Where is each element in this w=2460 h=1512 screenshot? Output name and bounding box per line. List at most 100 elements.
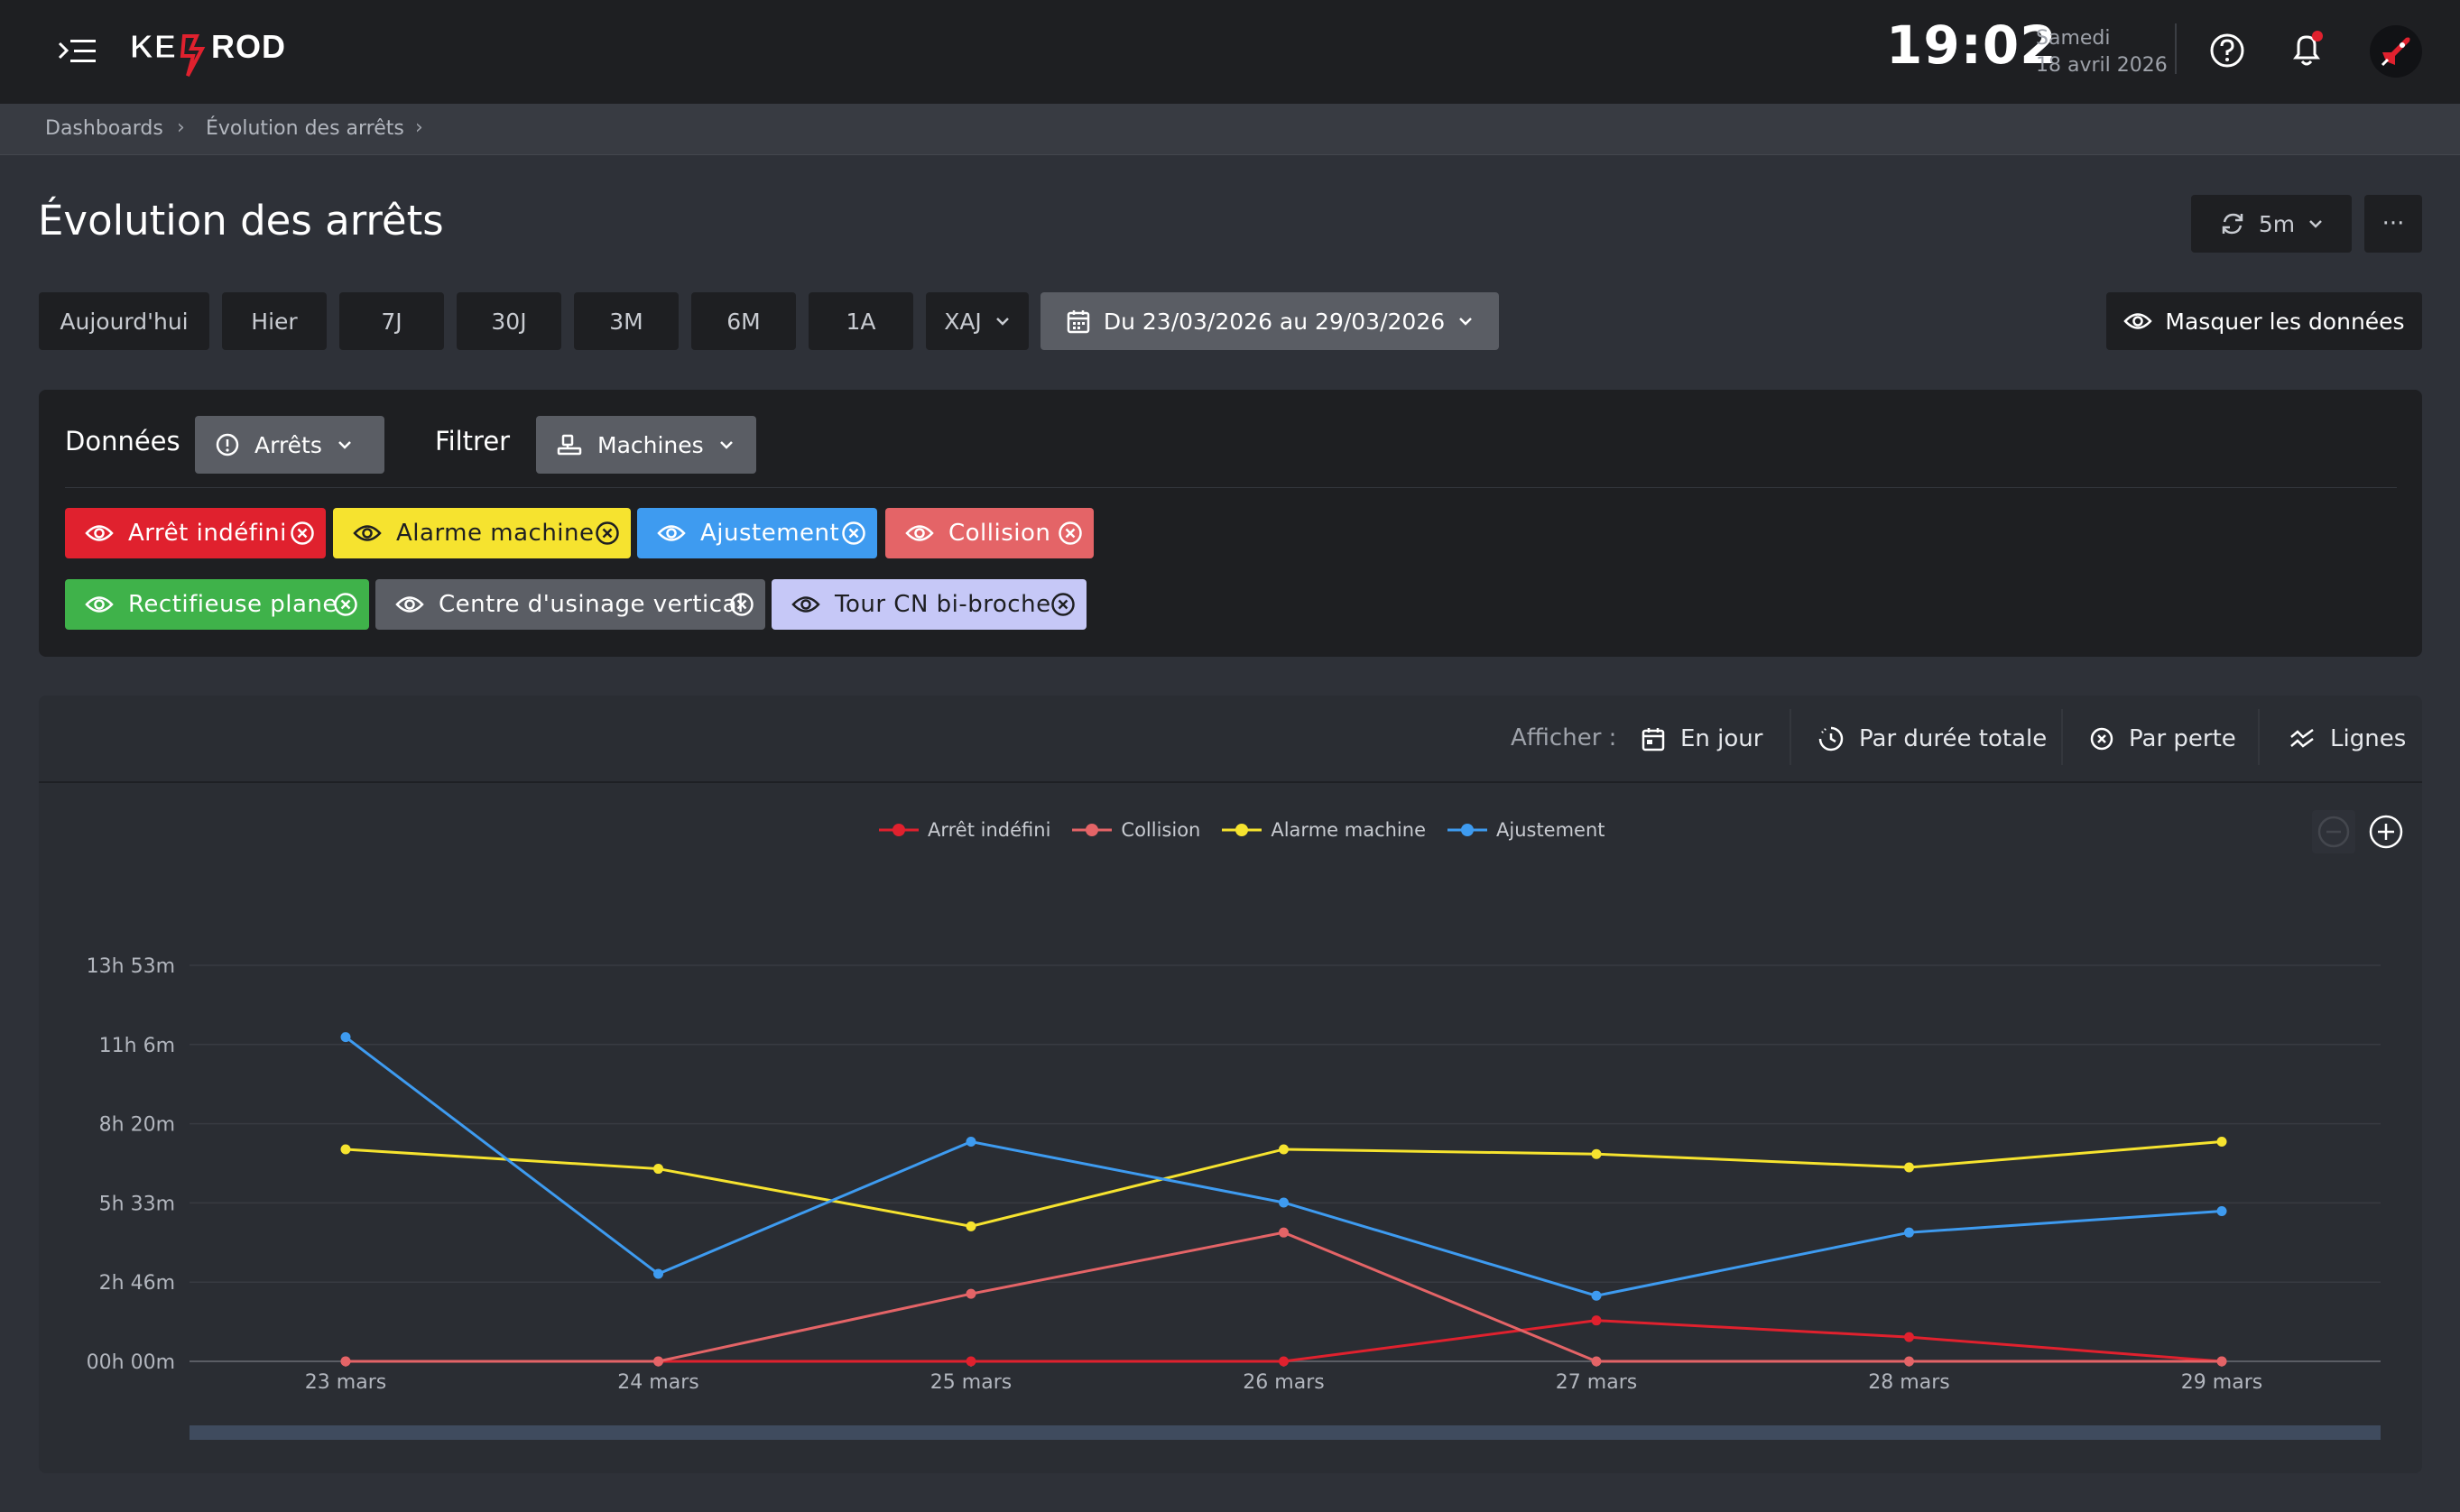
close-circle-icon[interactable]: [290, 521, 315, 546]
y-tick-label: 11h 6m: [99, 1035, 175, 1057]
data-select-value: Arrêts: [254, 431, 322, 458]
data-point: [340, 1032, 351, 1043]
data-point: [340, 1356, 351, 1367]
eye-icon: [2123, 313, 2153, 329]
chevron-down-icon: [1459, 318, 1473, 326]
date-range-button[interactable]: Du 23/03/2026 au 29/03/2026: [1040, 292, 1499, 350]
zoom-in-icon: [2369, 815, 2403, 849]
data-point: [1591, 1356, 1602, 1367]
period-yesterday-button[interactable]: Hier: [222, 292, 327, 350]
legend-item[interactable]: Ajustement: [1447, 819, 1605, 841]
period-xaj-label: XAJ: [944, 308, 982, 335]
legend-item[interactable]: Alarme machine: [1222, 819, 1426, 841]
close-circle-icon[interactable]: [595, 521, 620, 546]
breadcrumb-dashboards[interactable]: Dashboards: [45, 117, 163, 140]
zoom-in-button[interactable]: [2368, 814, 2404, 850]
data-point: [1591, 1148, 1602, 1159]
svg-text:KE: KE: [130, 28, 177, 65]
eye-icon[interactable]: [85, 523, 114, 543]
eye-icon[interactable]: [395, 595, 424, 614]
tag-alarme-machine[interactable]: Alarme machine: [333, 508, 631, 558]
tag-label: Centre d'usinage vertical: [439, 591, 744, 618]
hide-data-label: Masquer les données: [2165, 308, 2405, 335]
eye-icon[interactable]: [353, 523, 382, 543]
data-point: [1904, 1332, 1914, 1342]
x-tick-label: 26 mars: [1243, 1371, 1324, 1394]
period-today-button[interactable]: Aujourd'hui: [39, 292, 209, 350]
clock: 19:02: [1886, 14, 2058, 76]
filter-label: Filtrer: [435, 426, 511, 456]
eye-icon[interactable]: [905, 523, 934, 543]
close-circle-icon: [2090, 727, 2113, 751]
tag-arret-indefini[interactable]: Arrêt indéfini: [65, 508, 326, 558]
display-by-day-option[interactable]: En jour: [1641, 719, 1762, 759]
close-circle-icon[interactable]: [841, 521, 866, 546]
menu-toggle-icon[interactable]: [56, 34, 99, 70]
period-6m-button[interactable]: 6M: [691, 292, 796, 350]
data-point: [1279, 1356, 1289, 1367]
more-options-button[interactable]: ···: [2364, 195, 2422, 253]
notification-bell-icon[interactable]: [2289, 31, 2325, 69]
display-by-loss-option[interactable]: Par perte: [2089, 719, 2236, 759]
x-tick-label: 28 mars: [1868, 1371, 1949, 1394]
tag-rectifieuse-plane[interactable]: Rectifieuse plane: [65, 579, 369, 630]
tag-label: Arrêt indéfini: [128, 520, 287, 547]
help-icon[interactable]: [2209, 32, 2245, 69]
close-circle-icon[interactable]: [1058, 521, 1083, 546]
period-7j-button[interactable]: 7J: [339, 292, 444, 350]
calendar-icon: [1642, 728, 1665, 751]
zoom-out-button[interactable]: [2312, 810, 2355, 853]
tag-label: Ajustement: [700, 520, 840, 547]
breadcrumb: Dashboards › Évolution des arrêts ›: [0, 104, 2460, 155]
tag-ajustement[interactable]: Ajustement: [637, 508, 877, 558]
period-1a-button[interactable]: 1A: [809, 292, 913, 350]
date-text: 18 avril 2026: [2036, 54, 2168, 77]
tag-label: Tour CN bi-broche: [835, 591, 1051, 618]
eye-icon[interactable]: [657, 523, 686, 543]
data-point: [966, 1137, 976, 1148]
period-30j-button[interactable]: 30J: [457, 292, 561, 350]
machines-select-value: Machines: [597, 431, 704, 458]
option-divider: [1790, 709, 1791, 765]
tag-label: Alarme machine: [396, 520, 595, 547]
keyprod-logo[interactable]: KE ROD: [128, 25, 327, 85]
data-point: [966, 1356, 976, 1367]
close-circle-icon[interactable]: [729, 592, 754, 617]
legend-item[interactable]: Collision: [1072, 819, 1200, 841]
data-point: [653, 1268, 663, 1279]
current-date: Samedi 18 avril 2026: [2036, 25, 2168, 79]
tag-tour-cn-bi-broche[interactable]: Tour CN bi-broche: [772, 579, 1087, 630]
display-total-duration-option[interactable]: Par durée totale: [1817, 719, 2047, 759]
tag-collision[interactable]: Collision: [885, 508, 1094, 558]
data-point: [653, 1356, 663, 1367]
eye-icon[interactable]: [85, 595, 114, 614]
period-3m-button[interactable]: 3M: [574, 292, 679, 350]
legend-item[interactable]: Arrêt indéfini: [879, 819, 1050, 841]
breadcrumb-current[interactable]: Évolution des arrêts: [206, 117, 404, 140]
chart-scrollbar[interactable]: [190, 1425, 2381, 1440]
option-divider: [2258, 709, 2260, 765]
chevron-right-icon: ›: [415, 116, 423, 139]
data-point: [2216, 1205, 2227, 1216]
avatar[interactable]: [2370, 25, 2422, 78]
refresh-interval-button[interactable]: 5m: [2191, 195, 2352, 253]
display-lines-option[interactable]: Lignes: [2289, 719, 2406, 759]
rocket-icon: [2381, 37, 2410, 67]
y-tick-label: 00h 00m: [87, 1351, 175, 1374]
x-tick-label: 27 mars: [1556, 1371, 1637, 1394]
close-circle-icon[interactable]: [1050, 592, 1076, 617]
eye-icon[interactable]: [791, 595, 820, 614]
data-point: [1591, 1315, 1602, 1326]
chevron-down-icon: [338, 441, 351, 449]
machines-select[interactable]: Machines: [536, 416, 756, 474]
display-total-duration-label: Par durée totale: [1859, 725, 2048, 752]
chart-legend: Arrêt indéfini Collision Alarme machine …: [879, 819, 1605, 841]
tag-centre-usinage-vertical[interactable]: Centre d'usinage vertical: [375, 579, 765, 630]
period-xaj-button[interactable]: XAJ: [926, 292, 1029, 350]
hide-data-button[interactable]: Masquer les données: [2106, 292, 2422, 350]
legend-marker: [1072, 824, 1113, 836]
x-tick-label: 23 mars: [305, 1371, 386, 1394]
close-circle-icon[interactable]: [333, 592, 358, 617]
legend-marker: [1447, 824, 1487, 836]
data-select[interactable]: Arrêts: [195, 416, 384, 474]
